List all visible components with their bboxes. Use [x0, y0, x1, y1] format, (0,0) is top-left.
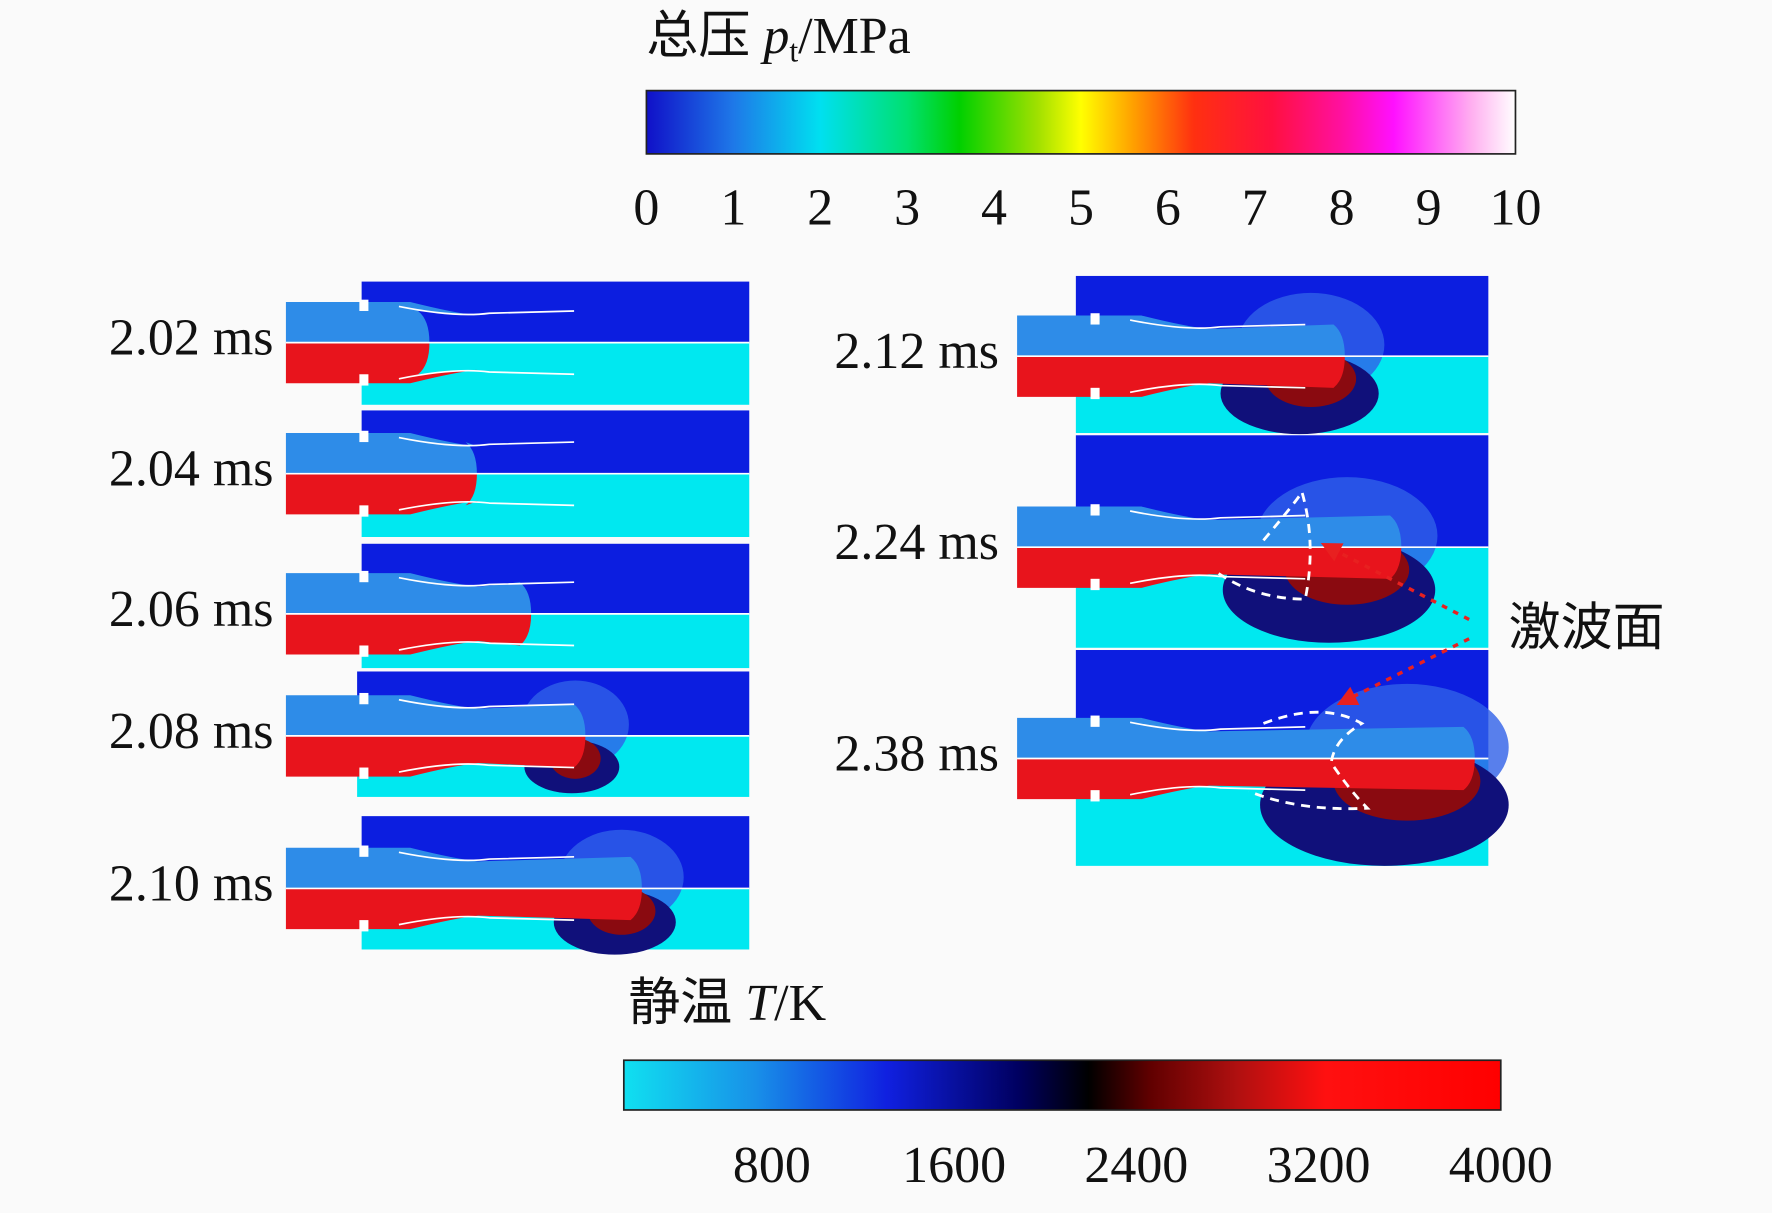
shock-markers: 激波面 — [1214, 487, 1665, 811]
temperature-tick-label: 1600 — [902, 1137, 1006, 1194]
temperature-tick-label: 2400 — [1084, 1137, 1188, 1194]
nozzle-notch — [1090, 790, 1100, 802]
jet-pressure — [1017, 506, 1402, 548]
nozzle-notch — [359, 570, 369, 583]
shock-front-dashed — [1248, 710, 1371, 811]
time-label: 2.24 ms — [834, 514, 999, 571]
title-subscript: t — [789, 34, 798, 69]
nozzle-wall — [398, 851, 575, 862]
time-label: 2.38 ms — [834, 725, 999, 782]
temperature-tick-label: 3200 — [1267, 1137, 1371, 1194]
contour-panels: 2.02 ms 2.04 ms 2.06 ms 2.08 ms 2.10 ms 2.12 … — [109, 275, 1509, 955]
jet-pressure — [285, 695, 586, 736]
jet-temperature — [1017, 758, 1475, 800]
nozzle-notch — [359, 430, 369, 443]
pressure-tick-label: 3 — [894, 180, 920, 237]
jet-pressure — [1017, 315, 1345, 357]
nozzle-notch — [359, 645, 369, 657]
nozzle-notch — [1090, 387, 1100, 400]
pressure-tick-label: 7 — [1242, 180, 1268, 237]
time-label: 2.12 ms — [834, 323, 999, 380]
pressure-colorbar — [645, 89, 1517, 155]
pressure-tick-label: 0 — [633, 180, 659, 237]
time-label: 2.08 ms — [109, 703, 274, 760]
nozzle-wall — [398, 369, 575, 380]
nozzle-wall — [398, 500, 575, 511]
pressure-tick-label: 1 — [720, 180, 746, 237]
pressure-tick-label: 6 — [1155, 180, 1181, 237]
nozzle-notch — [359, 505, 369, 517]
nozzle-notch — [1090, 715, 1100, 727]
nozzle-wall — [398, 436, 575, 447]
jet-pressure — [285, 573, 532, 614]
annotation-label: 激波面 — [1509, 600, 1665, 657]
nozzle-wall — [398, 305, 575, 316]
jet-temperature — [1017, 356, 1345, 397]
jet-pressure — [285, 301, 479, 343]
temperature-tick-label: 800 — [733, 1137, 811, 1194]
temperature-colorbar — [622, 1059, 1502, 1111]
nozzle-wall — [398, 915, 575, 926]
temperature-tick-label: 4000 — [1449, 1137, 1553, 1194]
jet-pressure — [1017, 717, 1475, 759]
nozzle-wall — [1129, 574, 1306, 585]
jet-temperature — [285, 342, 479, 384]
nozzle-notch — [359, 299, 369, 311]
nozzle-wall — [1129, 785, 1306, 796]
pressure-colorbar-title: 总压 pt/MPa — [646, 8, 910, 69]
nozzle-wall — [1129, 319, 1306, 329]
nozzle-notch — [359, 692, 369, 705]
nozzle-notch — [1090, 313, 1100, 325]
pressure-tick-label: 2 — [807, 180, 833, 237]
pressure-tick-label: 5 — [1068, 180, 1094, 237]
temperature-colorbar-title: 静温 T/K — [628, 975, 826, 1032]
pressure-tick-label: 4 — [981, 180, 1007, 237]
jet-temperature — [285, 888, 642, 930]
pressure-tick-label: 9 — [1416, 180, 1442, 237]
jet-pressure — [285, 847, 642, 889]
nozzle-notch — [359, 767, 369, 779]
nozzle-wall — [398, 698, 575, 709]
pressure-tick-label: 8 — [1329, 180, 1355, 237]
time-label: 2.10 ms — [109, 855, 274, 912]
shock-front-dashed — [1214, 487, 1312, 601]
title-symbol: p — [759, 8, 789, 65]
time-label: 2.04 ms — [109, 441, 274, 498]
title-symbol: T — [745, 975, 777, 1032]
nozzle-notch — [359, 374, 369, 386]
title-unit: /K — [774, 975, 826, 1032]
time-label: 2.06 ms — [109, 581, 274, 638]
pressure-tick-label: 10 — [1489, 180, 1541, 237]
title-prefix: 静温 — [628, 975, 745, 1032]
nozzle-notch — [359, 845, 369, 857]
jet-temperature — [285, 613, 532, 655]
title-prefix: 总压 — [646, 8, 763, 65]
nozzle-wall — [398, 641, 575, 651]
time-label: 2.02 ms — [109, 310, 274, 367]
annotation-arrow — [1320, 543, 1470, 622]
nozzle-notch — [1090, 504, 1100, 516]
nozzle-wall — [398, 576, 575, 587]
nozzle-wall — [1129, 510, 1306, 520]
nozzle-wall — [398, 763, 575, 773]
nozzle-wall — [1129, 383, 1306, 394]
jet-temperature — [285, 735, 586, 777]
title-unit: /MPa — [798, 8, 911, 65]
nozzle-notch — [1090, 578, 1100, 591]
nozzle-notch — [359, 920, 369, 932]
jet-temperature — [1017, 547, 1402, 588]
nozzle-wall — [1129, 721, 1306, 732]
